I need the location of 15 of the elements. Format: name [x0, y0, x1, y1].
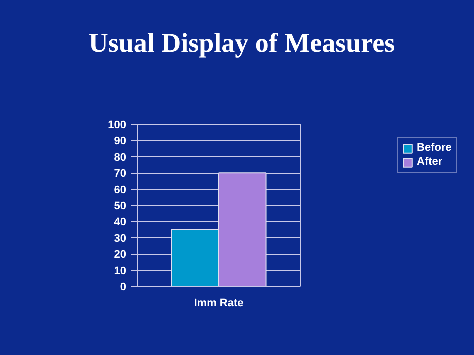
y-tick-label: 20 — [114, 249, 127, 262]
y-tick-label: 30 — [114, 232, 127, 245]
y-tick-label: 60 — [114, 184, 127, 196]
y-tick-label: 50 — [114, 200, 127, 212]
y-tick-label: 0 — [120, 282, 127, 294]
legend-label: After — [417, 156, 443, 168]
y-tick-label: 90 — [114, 136, 127, 148]
y-tick-label: 10 — [114, 265, 127, 278]
y-tick-label: 40 — [114, 216, 127, 229]
legend-label: Before — [417, 142, 452, 154]
y-tick-label: 80 — [114, 152, 127, 164]
y-tick-label: 100 — [108, 120, 127, 132]
x-tick-label: Imm Rate — [194, 298, 244, 310]
y-tick-label: 70 — [114, 168, 127, 180]
chart-title: Usual Display of Measures — [88, 27, 396, 60]
